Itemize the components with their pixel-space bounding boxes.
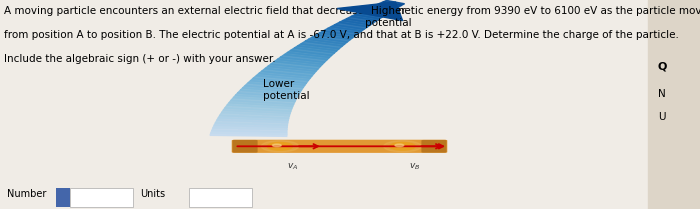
Polygon shape [268, 64, 318, 71]
Polygon shape [320, 31, 356, 37]
Circle shape [390, 143, 415, 150]
Polygon shape [287, 51, 332, 57]
FancyBboxPatch shape [232, 140, 447, 153]
Polygon shape [213, 125, 287, 129]
Polygon shape [335, 22, 368, 29]
Polygon shape [223, 108, 290, 113]
Text: Units: Units [140, 189, 165, 199]
Polygon shape [218, 116, 288, 120]
Polygon shape [301, 41, 342, 49]
Polygon shape [222, 110, 290, 116]
FancyBboxPatch shape [232, 140, 258, 153]
Polygon shape [215, 120, 288, 125]
Polygon shape [280, 55, 328, 62]
Polygon shape [243, 86, 302, 92]
Polygon shape [340, 21, 370, 27]
Text: Number: Number [7, 189, 46, 199]
Polygon shape [235, 93, 298, 99]
Polygon shape [375, 4, 398, 9]
Polygon shape [256, 74, 310, 80]
Polygon shape [328, 27, 362, 33]
Polygon shape [337, 2, 402, 20]
Circle shape [384, 141, 421, 152]
Polygon shape [274, 59, 323, 66]
FancyBboxPatch shape [421, 140, 447, 153]
Polygon shape [379, 2, 402, 7]
Bar [56, 188, 70, 207]
Text: Lower
potential: Lower potential [262, 79, 309, 101]
Polygon shape [295, 46, 337, 53]
Text: $v_A$: $v_A$ [287, 162, 298, 172]
Polygon shape [237, 90, 299, 97]
Circle shape [395, 144, 404, 147]
Polygon shape [331, 25, 364, 31]
Text: Include the algebraic sign (+ or -) with your answer.: Include the algebraic sign (+ or -) with… [4, 54, 275, 64]
Text: Higher
potential: Higher potential [365, 6, 412, 28]
Polygon shape [214, 123, 288, 127]
Polygon shape [370, 5, 395, 11]
Polygon shape [305, 39, 344, 46]
Text: N: N [658, 89, 666, 99]
Polygon shape [290, 48, 335, 55]
Polygon shape [245, 83, 303, 90]
Polygon shape [253, 76, 309, 83]
Polygon shape [265, 66, 316, 73]
Circle shape [272, 144, 281, 147]
Text: U: U [658, 112, 666, 122]
Polygon shape [346, 17, 377, 23]
Polygon shape [298, 44, 340, 51]
Polygon shape [251, 79, 307, 85]
Circle shape [261, 141, 299, 152]
Polygon shape [367, 7, 392, 13]
Polygon shape [323, 28, 359, 36]
Text: $v_B$: $v_B$ [410, 162, 421, 172]
Polygon shape [211, 131, 287, 134]
Text: from position A to position B. The electric potential at A is -67.0 V, and that : from position A to position B. The elect… [4, 30, 678, 40]
Polygon shape [220, 112, 290, 118]
Bar [648, 0, 700, 209]
Polygon shape [233, 95, 296, 101]
Polygon shape [240, 88, 300, 94]
Polygon shape [217, 118, 288, 122]
Bar [70, 188, 133, 207]
Polygon shape [355, 13, 382, 19]
Polygon shape [316, 33, 353, 40]
Polygon shape [309, 37, 347, 44]
Circle shape [267, 143, 293, 150]
Polygon shape [259, 71, 312, 78]
Polygon shape [248, 81, 305, 87]
Text: A moving particle encounters an external electric field that decreases its kinet: A moving particle encounters an external… [4, 6, 700, 16]
Polygon shape [284, 53, 330, 59]
Bar [189, 188, 252, 207]
Polygon shape [312, 35, 351, 42]
Polygon shape [227, 103, 293, 108]
Polygon shape [225, 105, 292, 111]
Polygon shape [383, 0, 405, 5]
Polygon shape [363, 9, 389, 15]
Polygon shape [271, 61, 321, 69]
Polygon shape [229, 101, 294, 106]
Polygon shape [262, 69, 314, 76]
Polygon shape [210, 133, 287, 136]
Polygon shape [231, 98, 295, 104]
Polygon shape [211, 128, 287, 132]
Polygon shape [351, 15, 379, 20]
Text: Q: Q [658, 62, 667, 72]
Polygon shape [343, 19, 373, 25]
Polygon shape [358, 11, 386, 17]
Polygon shape [277, 57, 325, 64]
